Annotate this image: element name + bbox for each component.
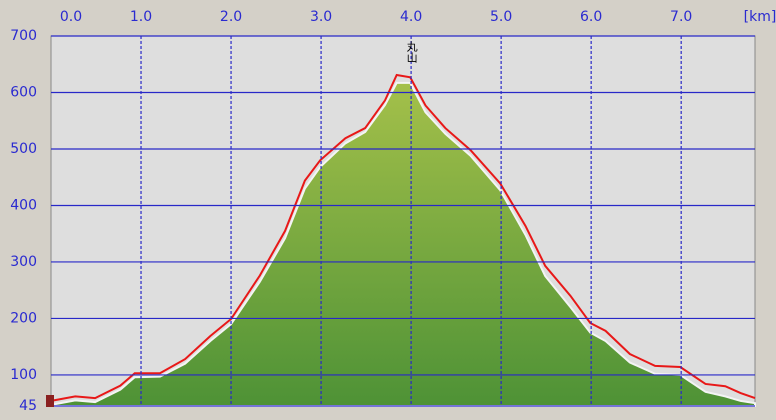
x-tick-label: 1.0 [130, 9, 152, 25]
y-tick-label: 200 [10, 310, 37, 326]
y-tick-label: 700 [10, 28, 37, 44]
y-tick-label: 600 [10, 84, 37, 100]
x-tick-label: 4.0 [400, 9, 422, 25]
start-marker [46, 395, 54, 407]
y-tick-label: 500 [10, 141, 37, 157]
y-tick-label: 400 [10, 197, 37, 213]
terrain-area [50, 81, 756, 407]
y-tick-label: 45 [19, 398, 37, 414]
x-tick-label: 5.0 [490, 9, 512, 25]
peak-label: 丸山 [405, 41, 418, 63]
x-tick-label: 0.0 [60, 9, 82, 25]
y-tick-label: 300 [10, 254, 37, 270]
y-tick-label: 100 [10, 367, 37, 383]
x-tick-label: 3.0 [310, 9, 332, 25]
track-line [50, 73, 756, 402]
x-axis-label: [km] [744, 9, 776, 25]
x-tick-label: 6.0 [580, 9, 602, 25]
x-tick-label: 7.0 [670, 9, 692, 25]
x-tick-label: 2.0 [220, 9, 242, 25]
